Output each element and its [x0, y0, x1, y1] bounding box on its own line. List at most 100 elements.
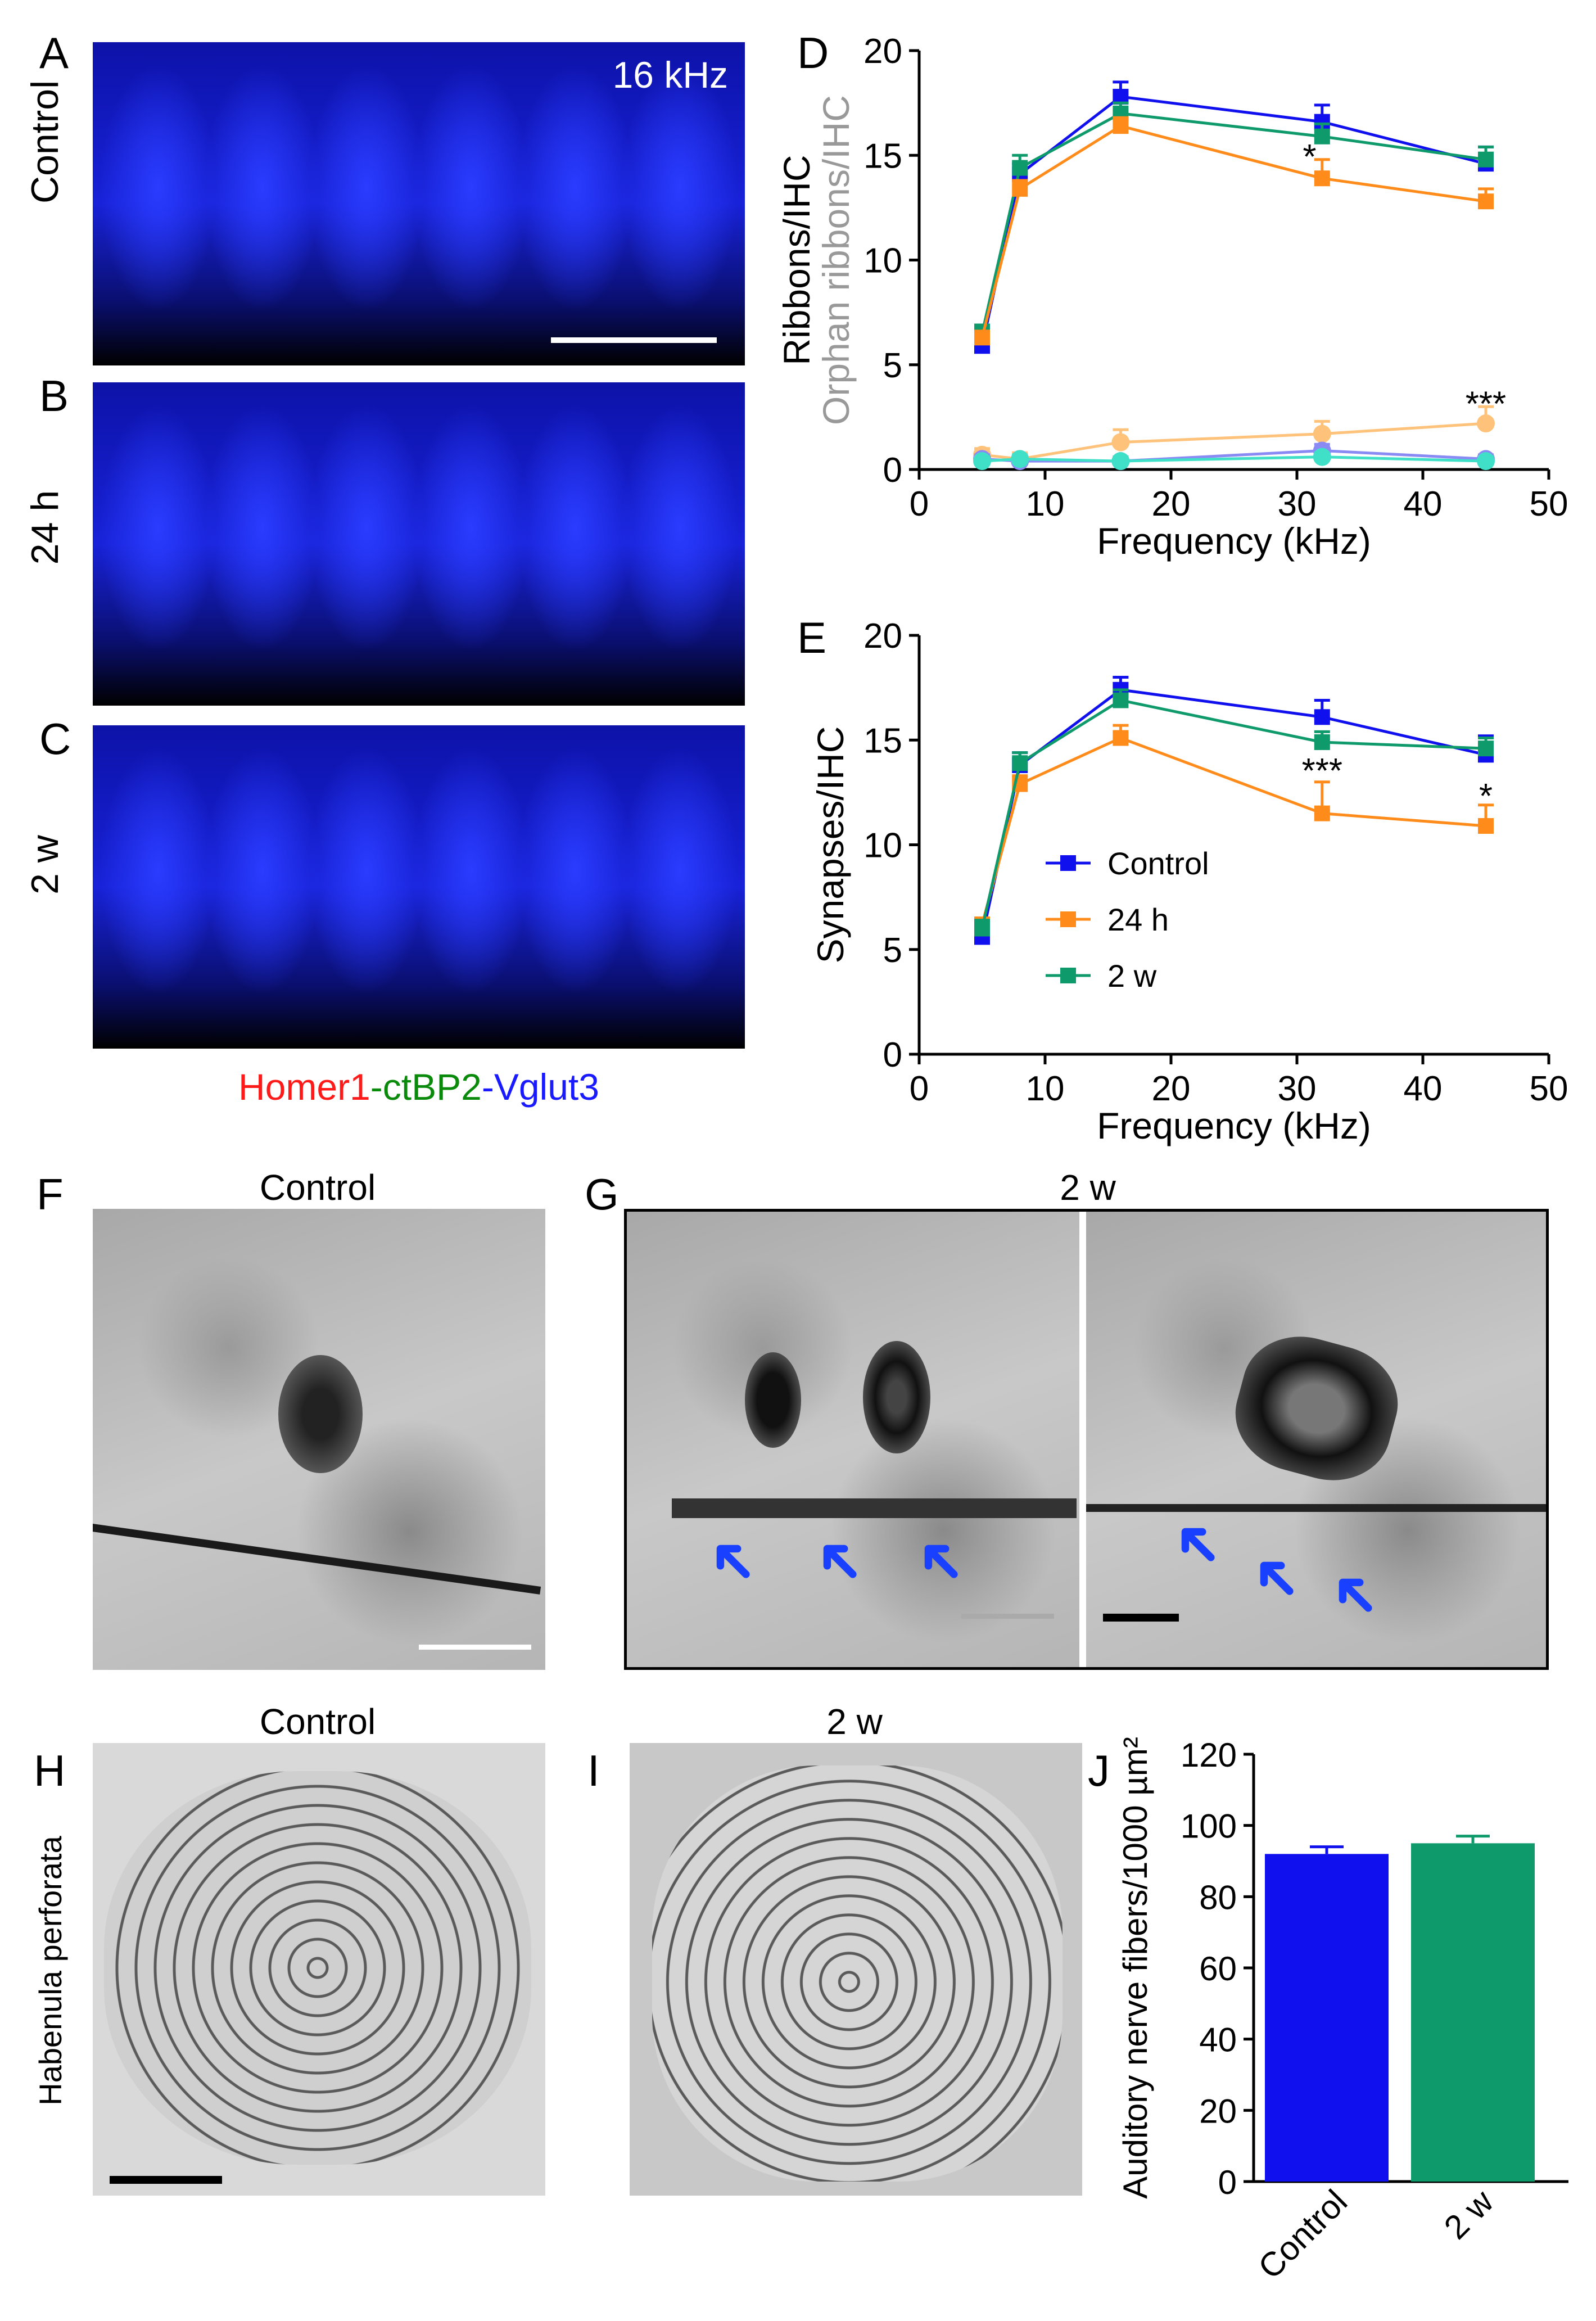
data-point: [1113, 692, 1129, 708]
stain-legend: Homer1-ctBP2-Vglut3: [93, 1065, 745, 1108]
series-line-w2_light: [982, 455, 1486, 463]
scale-bar: [551, 337, 717, 343]
stain-sep-2: -: [481, 1066, 494, 1108]
significance-marker: ***: [1466, 385, 1506, 424]
x-tick-label: 40: [1404, 485, 1443, 523]
bar-control: [1265, 1854, 1389, 2182]
y-tick-label: 20: [1199, 2092, 1237, 2130]
chart-ribbons: 0 5 10 15 20 0 10 20 30 40 50 Frequency (kHz) Ribbon…: [776, 32, 1568, 562]
ribbon-body: [745, 1352, 801, 1448]
y-tick-label: 10: [863, 242, 902, 281]
x-tick-label: 10: [1026, 1069, 1065, 1108]
significance-marker: *: [1303, 138, 1316, 177]
panel-f-title: Control: [259, 1167, 376, 1208]
data-point: [973, 452, 991, 471]
em-image-2w-right: ➜ ➜ ➜: [1086, 1212, 1546, 1667]
panel-label-e: E: [797, 613, 827, 662]
panel-label-i: I: [587, 1746, 600, 1795]
stain-vglut3: Vglut3: [494, 1066, 599, 1108]
confocal-image-24h: [93, 382, 745, 706]
data-point: [1113, 730, 1129, 746]
data-point: [1012, 755, 1028, 771]
em-image-control: [93, 1209, 545, 1670]
y-tick-label: 5: [883, 931, 902, 970]
data-point: [1111, 433, 1130, 451]
y-tick-label: 0: [883, 451, 902, 490]
em-panel-g: ➜ ➜ ➜ ➜ ➜ ➜: [624, 1209, 1549, 1670]
legend-label: 2 w: [1107, 958, 1157, 994]
x-tick-label: 50: [1530, 485, 1568, 523]
data-point: [974, 920, 990, 937]
data-point: [1478, 740, 1494, 757]
arrow-icon: ➜: [1232, 1536, 1318, 1622]
significance-marker: ***: [1302, 752, 1342, 791]
arrow-icon: ➜: [795, 1519, 881, 1605]
legend-swatch: [1060, 911, 1076, 927]
data-point: [1313, 425, 1331, 443]
scale-bar: [419, 1645, 531, 1650]
confocal-image-2w: [93, 725, 745, 1049]
x-tick-label: 50: [1530, 1069, 1568, 1108]
y-tick-label: 40: [1199, 2021, 1237, 2059]
ribbon-body: [278, 1355, 363, 1473]
data-point: [1314, 128, 1330, 145]
stain-sep-1: -: [370, 1066, 383, 1108]
stain-homer1: Homer1: [238, 1066, 370, 1108]
ribbon-body: [1223, 1322, 1410, 1494]
y-tick-label: 80: [1199, 1879, 1237, 1916]
side-label-control: Control: [24, 80, 66, 204]
panel-label-c: C: [39, 714, 71, 764]
chart-nerve-fibers: 0 20 40 60 80 100 120 Auditory nerve fibers/100…: [1116, 1736, 1568, 2286]
panel-g-title: 2 w: [1060, 1167, 1116, 1208]
legend-label: 24 h: [1107, 902, 1169, 937]
y-axis-title: Synapses/IHC: [810, 726, 851, 964]
y-tick-label: 15: [863, 721, 902, 760]
nerve-image-2w: [630, 1743, 1082, 2196]
x-tick-label: 0: [910, 485, 929, 523]
legend-label: Control: [1107, 846, 1209, 881]
series-line-w2: [980, 698, 1486, 929]
series-line-h24: [980, 736, 1486, 925]
y-axis-title-secondary: Orphan ribbons/IHC: [815, 95, 857, 425]
x-axis-title: Frequency (kHz): [1097, 520, 1371, 562]
series-line-control: [980, 688, 1486, 937]
y-tick-label: 0: [1218, 2164, 1237, 2201]
side-label-24h: 24 h: [24, 490, 66, 565]
x-tick-label: 30: [1278, 1069, 1317, 1108]
panel-label-j: J: [1088, 1746, 1110, 1795]
data-point: [1012, 180, 1028, 197]
x-tick-label: 30: [1278, 485, 1317, 523]
panel-label-g: G: [585, 1169, 619, 1219]
data-point: [1314, 170, 1330, 187]
y-tick-label: 120: [1181, 1736, 1237, 1774]
x-tick-label: 0: [910, 1069, 929, 1108]
series-line-w2: [980, 112, 1486, 334]
data-point: [1012, 160, 1028, 176]
series-line-h24_light: [982, 422, 1486, 460]
scale-bar: [110, 2176, 222, 2184]
bar-2w: [1411, 1843, 1535, 2182]
series-line-h24: [980, 124, 1486, 338]
data-point: [1314, 734, 1330, 750]
nerve-image-control: [93, 1743, 545, 2196]
panel-label-a: A: [39, 28, 69, 78]
scale-bar: [961, 1614, 1054, 1619]
y-tick-label: 20: [863, 32, 902, 71]
x-tick-label: Control: [1251, 2183, 1354, 2286]
x-tick-label: 10: [1026, 485, 1065, 523]
em-divider: [1079, 1212, 1086, 1667]
x-tick-label: 40: [1404, 1069, 1443, 1108]
panel-label-b: B: [39, 371, 69, 421]
arrow-icon: ➜: [1311, 1553, 1397, 1639]
ribbon-body: [863, 1341, 930, 1453]
y-tick-label: 10: [863, 827, 902, 865]
confocal-image-control: 16 kHz: [93, 42, 745, 365]
data-point: [1478, 151, 1494, 168]
y-tick-label: 15: [863, 137, 902, 175]
side-label-2w: 2 w: [24, 835, 66, 895]
y-tick-label: 100: [1181, 1808, 1237, 1845]
panel-h-title: Control: [259, 1701, 376, 1742]
panel-label-d: D: [797, 28, 829, 78]
panel-label-f: F: [37, 1169, 64, 1219]
x-tick-label: 20: [1152, 1069, 1191, 1108]
